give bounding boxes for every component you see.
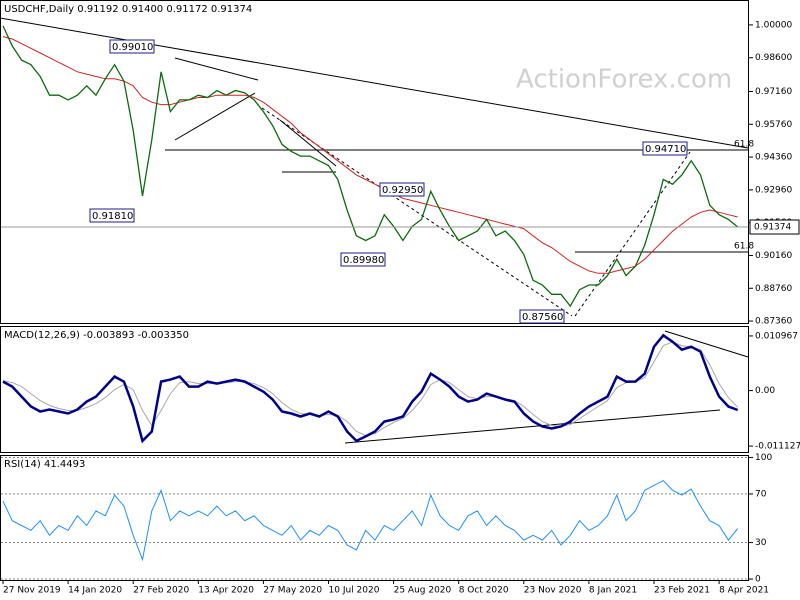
price-title: USDCHF,Daily 0.91192 0.91400 0.91172 0.9…	[4, 4, 252, 15]
annotation-box	[519, 309, 565, 324]
trend-line	[174, 57, 259, 81]
x-tick-label: 8 Apr 2021	[719, 586, 769, 596]
x-tick-label: 8 Oct 2020	[459, 586, 509, 596]
y-tick-label: 0.00	[755, 386, 775, 396]
x-tick-label: 10 Jul 2020	[329, 586, 380, 596]
annotation: 0.89980	[343, 255, 384, 266]
rsi-panel	[0, 455, 749, 581]
y-tick-label: 0.94360	[755, 153, 792, 163]
y-tick-label: 0.90160	[755, 251, 792, 261]
series-line	[2, 25, 739, 308]
price-tag-label: 0.91374	[754, 223, 791, 233]
annotation: 0.99010	[112, 42, 153, 53]
trend-line	[664, 330, 749, 358]
fib-label: 61.8	[734, 242, 754, 252]
annotation: 0.91810	[92, 211, 133, 222]
y-tick-label: 0.98600	[755, 53, 792, 63]
y-tick-label: 0	[755, 575, 761, 585]
x-tick-label: 27 May 2020	[263, 586, 322, 596]
x-tick-label: 13 Apr 2020	[198, 586, 254, 596]
series-line	[2, 36, 738, 274]
annotation-box	[89, 208, 135, 223]
y-tick-label: 70	[755, 489, 767, 499]
macd-title: MACD(12,26,9) -0.003893 -0.003350	[4, 330, 189, 341]
series-line	[2, 479, 739, 562]
annotation: 0.94710	[645, 144, 686, 155]
price-tag	[749, 219, 800, 235]
trend-line	[344, 409, 721, 444]
watermark: ActionForex.com	[516, 65, 732, 95]
price-panel	[0, 0, 749, 324]
y-tick-label: 0.95760	[755, 120, 792, 130]
y-tick-label: 1.00000	[755, 20, 792, 30]
fib-label: 61.8	[734, 140, 754, 150]
x-tick-label: 23 Feb 2021	[654, 586, 710, 596]
y-tick-label: 30	[755, 538, 767, 548]
x-tick-label: 27 Feb 2020	[133, 586, 189, 596]
y-tick-label: 0.97160	[755, 87, 792, 97]
annotation-box	[109, 39, 155, 54]
y-tick-label: -0.011127	[755, 442, 800, 452]
y-tick-label: 0.010967	[755, 331, 798, 341]
annotation: 0.92950	[382, 185, 423, 196]
x-tick-label: 14 Jan 2020	[68, 586, 122, 596]
y-tick-label: 100	[755, 453, 772, 463]
rsi-title: RSI(14) 41.4493	[4, 459, 85, 470]
annotation: 0.87560	[522, 312, 563, 323]
plots: 1.00000 0.98600 0.97160 0.95760 0.94360 0.929…	[1, 20, 800, 596]
y-tick-label: 0.87360	[755, 317, 792, 327]
macd-panel	[0, 326, 749, 453]
annotation-box	[340, 252, 386, 267]
y-tick-label: 0.92960	[755, 185, 792, 195]
annotation-box	[642, 141, 688, 156]
series-line	[2, 333, 739, 444]
trend-line	[174, 92, 256, 141]
trend-line	[279, 119, 337, 167]
x-tick-label: 8 Jan 2021	[589, 586, 637, 596]
y-tick-label: 0.88760	[755, 284, 792, 294]
x-tick-label: 27 Nov 2019	[3, 586, 61, 596]
x-tick-label: 23 Nov 2020	[524, 586, 582, 596]
x-tick-label: 25 Aug 2020	[394, 586, 452, 596]
annotation-box	[379, 182, 425, 197]
